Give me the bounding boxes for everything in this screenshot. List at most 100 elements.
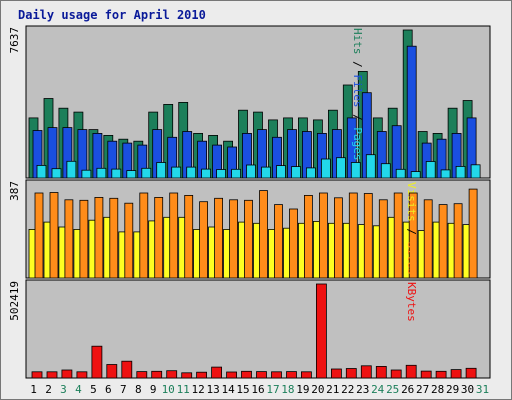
bar-sites-19 xyxy=(303,194,313,279)
bar-sites-1 xyxy=(34,192,44,279)
bar-sites-4 xyxy=(79,199,89,279)
bar-sites-3 xyxy=(64,199,74,279)
x-label-17: 17 xyxy=(266,383,279,396)
bar-pages-30 xyxy=(470,164,481,179)
panel-side-legend: Hits / Files / Pages xyxy=(351,28,364,161)
bar-sites-18 xyxy=(289,208,298,279)
bar-kbytes-7 xyxy=(121,360,133,379)
x-label-21: 21 xyxy=(326,383,339,396)
panel-side-legend: KBytes xyxy=(405,282,418,322)
x-label-7: 7 xyxy=(120,383,127,396)
x-label-10: 10 xyxy=(162,383,175,396)
x-label-1: 1 xyxy=(30,383,37,396)
bar-sites-5 xyxy=(94,196,104,279)
legend-separator: / xyxy=(351,55,364,75)
bar-sites-27 xyxy=(423,199,433,279)
bar-kbytes-13 xyxy=(211,366,223,379)
x-label-25: 25 xyxy=(386,383,399,396)
bar-pages-19 xyxy=(305,167,316,179)
bar-pages-13 xyxy=(216,169,227,179)
bar-sites-13 xyxy=(214,197,224,279)
bar-kbytes-6 xyxy=(106,364,118,379)
bar-pages-14 xyxy=(231,168,242,179)
bar-pages-11 xyxy=(186,166,197,179)
bar-sites-10 xyxy=(169,192,179,279)
bar-sites-14 xyxy=(229,199,239,279)
bar-pages-1 xyxy=(36,164,47,179)
panel-side-legend: Visits / Sites xyxy=(405,182,418,275)
bar-pages-4 xyxy=(81,169,92,179)
bar-pages-9 xyxy=(156,162,167,179)
bar-pages-26 xyxy=(410,171,421,179)
panel-visits-sites: 387 Visits / Sites xyxy=(8,179,491,279)
x-axis-labels: 1 2 3 4 5 6 7 8 9 10 11 12 13 14 15 16 17 18 19 20 21 22 23 24 2… xyxy=(30,383,489,396)
bar-pages-8 xyxy=(141,167,152,179)
bar-sites-7 xyxy=(124,202,134,279)
x-label-20: 20 xyxy=(311,383,324,396)
x-label-18: 18 xyxy=(281,383,294,396)
bar-sites-15 xyxy=(244,199,253,279)
bar-files-26 xyxy=(406,45,417,179)
bar-kbytes-23 xyxy=(360,365,372,379)
bar-kbytes-19 xyxy=(300,371,312,379)
bar-sites-24 xyxy=(378,199,388,279)
bar-kbytes-1 xyxy=(31,371,43,379)
panel-hits-files-pages: 7637 Hits / Files / Pages xyxy=(8,25,491,179)
x-label-4: 4 xyxy=(75,383,82,396)
bar-pages-6 xyxy=(111,168,122,179)
bar-pages-15 xyxy=(246,164,256,179)
x-label-27: 27 xyxy=(416,383,429,396)
bar-kbytes-5 xyxy=(91,345,103,379)
bar-pages-7 xyxy=(126,170,137,179)
bar-sites-9 xyxy=(154,196,164,279)
bar-sites-17 xyxy=(274,204,283,279)
x-label-12: 12 xyxy=(191,383,204,396)
bar-pages-3 xyxy=(66,160,77,179)
x-label-29: 29 xyxy=(446,383,459,396)
legend-separator: / xyxy=(351,108,364,128)
legend-visits: Visits xyxy=(405,182,418,222)
legend-kbytes: KBytes xyxy=(405,282,418,322)
bar-kbytes-3 xyxy=(61,369,73,379)
legend-sites: Sites xyxy=(405,242,418,275)
x-label-22: 22 xyxy=(341,383,354,396)
x-label-31: 31 xyxy=(476,383,489,396)
x-label-8: 8 xyxy=(135,383,142,396)
x-label-2: 2 xyxy=(45,383,52,396)
bar-kbytes-28 xyxy=(435,370,447,379)
x-label-19: 19 xyxy=(296,383,309,396)
x-label-24: 24 xyxy=(371,383,385,396)
panel-plot-area xyxy=(25,279,491,379)
bar-sites-26 xyxy=(408,192,418,279)
x-label-30: 30 xyxy=(461,383,474,396)
bar-pages-21 xyxy=(335,157,346,179)
bar-kbytes-27 xyxy=(420,370,432,379)
bar-pages-22 xyxy=(350,162,361,179)
bar-kbytes-11 xyxy=(181,372,193,379)
bar-sites-21 xyxy=(333,197,343,279)
bar-kbytes-12 xyxy=(196,371,208,379)
bar-kbytes-4 xyxy=(76,371,88,379)
bar-sites-11 xyxy=(184,194,194,279)
x-label-5: 5 xyxy=(90,383,97,396)
panel-max-label: 7637 xyxy=(8,27,21,54)
bar-kbytes-14 xyxy=(226,371,238,379)
bar-pages-28 xyxy=(440,169,451,179)
bar-pages-25 xyxy=(395,168,406,179)
legend-hits: Hits xyxy=(351,28,364,55)
bar-kbytes-9 xyxy=(151,370,163,379)
x-label-26: 26 xyxy=(401,383,414,396)
bar-kbytes-8 xyxy=(136,371,148,379)
legend-separator: / xyxy=(405,222,418,242)
bar-pages-5 xyxy=(96,167,107,179)
bar-kbytes-18 xyxy=(286,371,297,379)
bar-sites-22 xyxy=(348,192,358,279)
bar-sites-23 xyxy=(363,193,373,279)
bar-kbytes-22 xyxy=(345,368,357,379)
bar-sites-8 xyxy=(139,192,149,279)
legend-files: Files xyxy=(351,74,364,107)
bar-pages-24 xyxy=(380,163,391,179)
x-label-14: 14 xyxy=(221,383,235,396)
bar-sites-28 xyxy=(438,204,448,279)
bar-kbytes-25 xyxy=(390,369,402,379)
